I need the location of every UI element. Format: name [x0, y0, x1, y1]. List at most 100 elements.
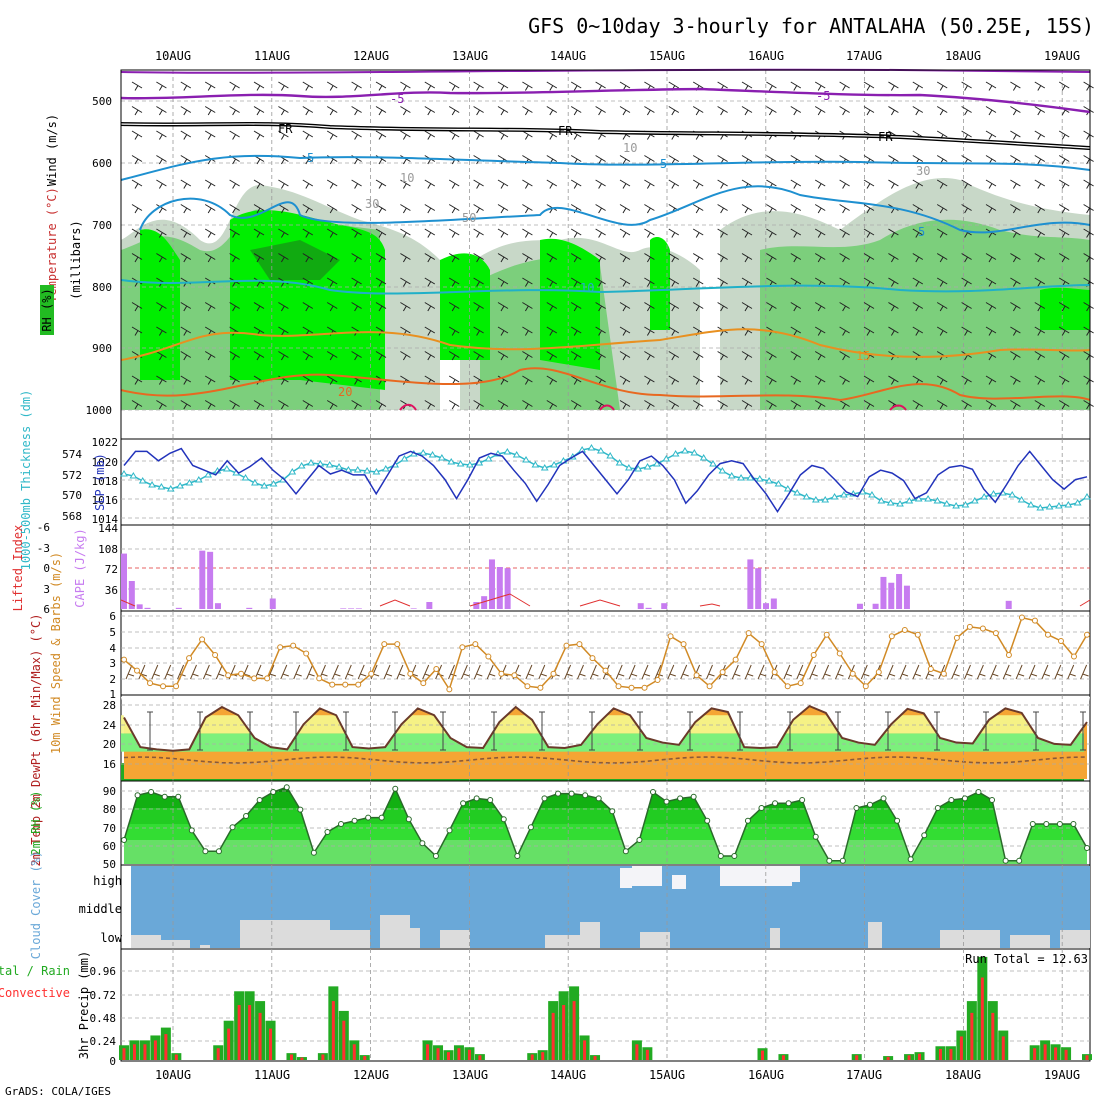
precip-convective-bar	[321, 1054, 325, 1060]
bottom-day-labels: 10AUG 11AUG 12AUG 13AUG 14AUG 15AUG 16AU…	[155, 1068, 1080, 1082]
rh2m-marker	[405, 816, 412, 823]
wind10-marker	[173, 683, 180, 690]
precip-convective-bar	[886, 1056, 890, 1060]
wind-barb	[131, 179, 143, 189]
low-cloud-block	[240, 920, 330, 948]
top-day-labels: 10AUG 11AUG 12AUG 13AUG 14AUG 15AUG 16AU…	[155, 49, 1080, 63]
wind10-marker	[745, 630, 752, 637]
rh2m-marker	[744, 817, 751, 824]
wind-barb	[400, 277, 411, 287]
cape-bar	[488, 559, 495, 609]
wind-barb	[814, 375, 826, 385]
rh2m-marker	[473, 795, 480, 802]
low-cloud-block	[330, 930, 370, 948]
rh2m-marker	[460, 800, 467, 807]
wind-barb	[180, 204, 192, 214]
thickness-marker	[1036, 504, 1045, 511]
rh2m-marker	[812, 833, 819, 840]
precip-convective-bar	[562, 1005, 566, 1060]
wind-barb	[375, 179, 387, 189]
wind-barb	[985, 375, 997, 385]
wind10-barb	[731, 664, 741, 680]
precip-convective-bar	[1054, 1047, 1058, 1060]
wind-barb	[961, 326, 972, 336]
rh2m-marker	[907, 856, 914, 863]
wind-barb	[1083, 351, 1094, 361]
wind-barb	[595, 351, 606, 361]
high-cloud-block	[632, 866, 662, 886]
rh2m-marker	[283, 784, 290, 791]
rh-shaded-region	[540, 238, 600, 370]
precip-convective-bar	[551, 1012, 555, 1060]
wind10-barb	[835, 664, 844, 680]
wind-barb	[912, 326, 924, 336]
day-label-top: 17AUG	[846, 49, 882, 63]
wind-barb	[570, 179, 582, 189]
rh2m-marker	[989, 797, 996, 803]
thickness-marker	[138, 477, 147, 484]
wind-barb	[424, 253, 436, 263]
thickness-marker	[587, 444, 596, 451]
wind-barb	[741, 400, 753, 410]
wind-barb	[741, 204, 753, 214]
precip-convective-bar	[363, 1056, 367, 1060]
axis-label-wind: Wind (m/s)	[45, 114, 59, 186]
wind-barb	[497, 400, 509, 410]
cape-bar	[207, 551, 214, 609]
wind-barb	[278, 228, 289, 238]
isotherm-minus5-line	[120, 87, 1091, 114]
wind-barb	[936, 277, 948, 287]
wind10-marker	[303, 650, 310, 657]
tick-label: 108	[98, 543, 118, 556]
isotherm-25-line	[399, 403, 907, 411]
rh2m-marker	[961, 795, 968, 802]
wind-barb	[400, 179, 411, 189]
wind10-marker	[251, 675, 258, 682]
wind-barb	[961, 106, 972, 116]
tick-label: 28	[103, 699, 116, 712]
rh2m-marker	[758, 805, 765, 811]
wind-barb	[644, 277, 655, 287]
thickness-marker	[222, 465, 231, 472]
wind-barb	[766, 106, 777, 116]
wind-barb	[936, 228, 948, 238]
wind10-marker	[654, 676, 661, 683]
wind10-marker	[966, 623, 973, 630]
wind-barb	[448, 253, 460, 263]
wind-barb	[375, 204, 387, 214]
wind10-barb	[1054, 664, 1063, 680]
wind-barb	[1058, 253, 1070, 263]
wind-barb	[131, 253, 143, 263]
wind-barb	[1083, 326, 1094, 336]
thickness-marker	[634, 465, 643, 472]
wind-barb	[619, 326, 631, 336]
wind10-barb	[564, 664, 573, 680]
wind-barb	[863, 81, 875, 91]
precip-bars	[119, 956, 1092, 1060]
rh2m-marker	[975, 789, 982, 795]
wind-barb	[814, 204, 826, 214]
wind-barb	[985, 326, 997, 336]
rh2m-marker	[229, 824, 236, 831]
wind10-barbs	[125, 664, 1089, 680]
wind10-marker	[1084, 631, 1090, 638]
wind-barb	[473, 302, 484, 312]
low-cloud-block	[1010, 935, 1050, 948]
wind10-marker	[940, 670, 947, 677]
wind-barb	[180, 228, 192, 238]
rh2m-series	[121, 784, 1090, 864]
wind-barb	[253, 302, 265, 312]
wind-barb	[448, 204, 460, 214]
run-total-label: Run Total = 12.63	[965, 952, 1088, 966]
wind-barb	[619, 400, 631, 410]
rh2m-marker	[215, 848, 222, 855]
precip-convective-bar	[331, 1001, 335, 1060]
precip-convective-bar	[938, 1049, 942, 1060]
thickness-marker	[596, 447, 605, 454]
tick-label: 80	[103, 803, 116, 816]
thickness-marker	[1017, 496, 1026, 503]
wind-barb	[741, 106, 753, 116]
day-label-top: 18AUG	[945, 49, 981, 63]
minmax-bar	[1080, 711, 1086, 751]
wind10-marker	[628, 684, 635, 691]
